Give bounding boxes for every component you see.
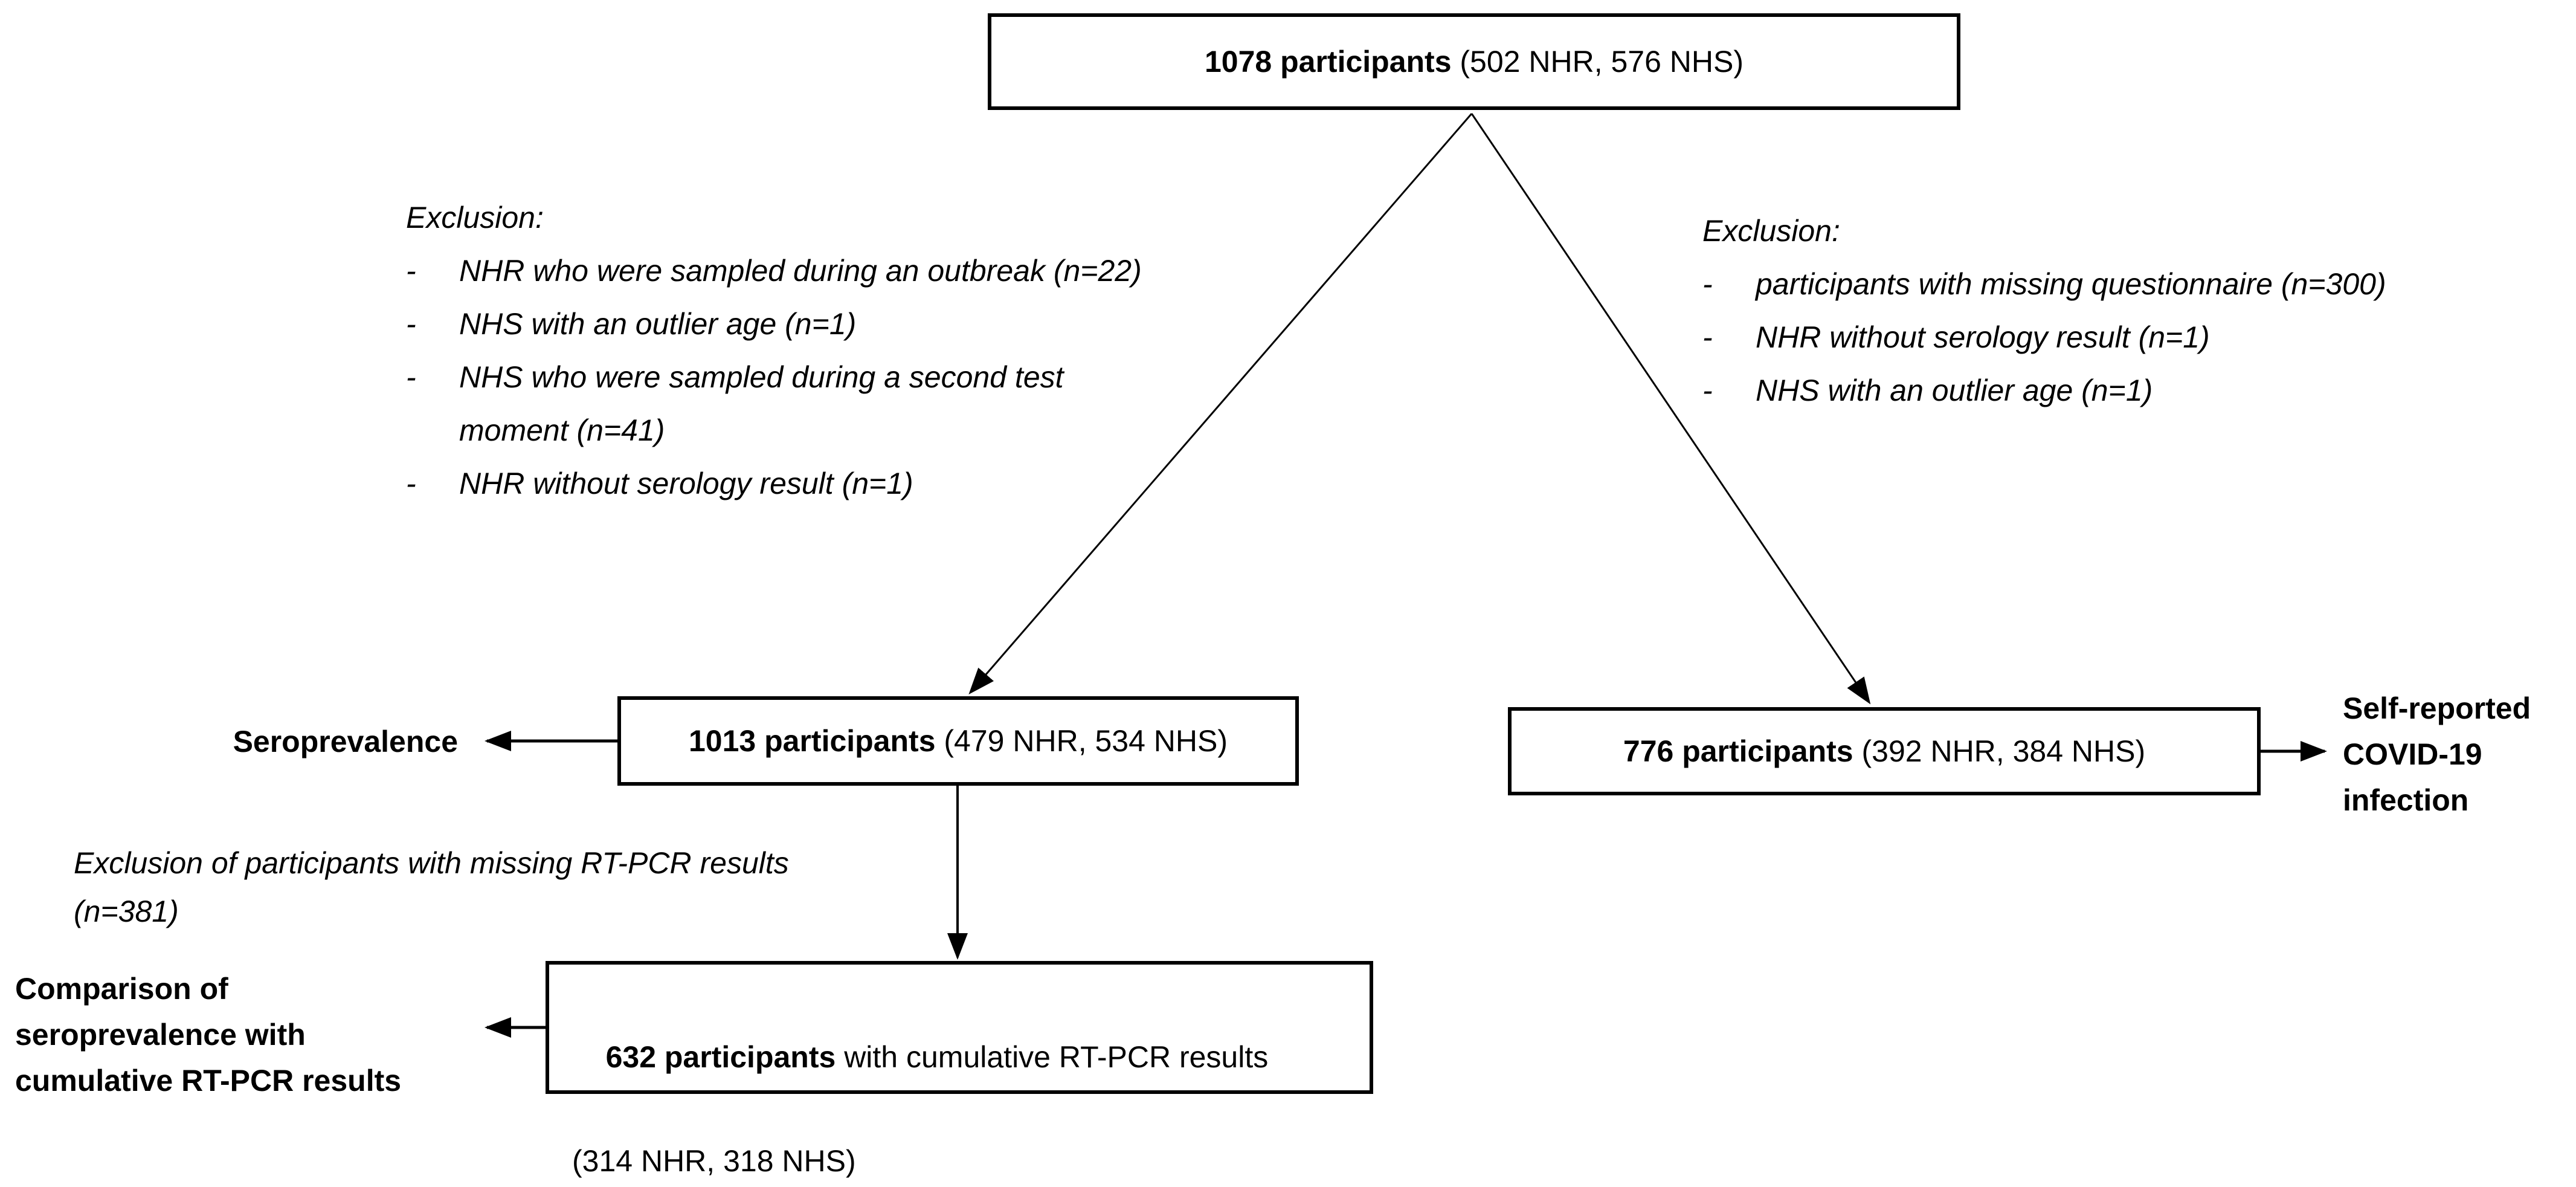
- exclusion-left-item: - NHR who were sampled during an outbrea…: [406, 244, 1324, 297]
- exclusion-right-item-text: participants with missing questionnaire …: [1756, 267, 2386, 301]
- bullet-dash: -: [1702, 267, 1713, 301]
- exclusion-left-item-text: NHS who were sampled during a second tes…: [459, 360, 1064, 394]
- bullet-dash: -: [406, 467, 416, 500]
- box-seroprevalence-count: 1013 participants: [688, 724, 936, 758]
- box-total-participants-count: 1078 participants: [1204, 45, 1452, 79]
- exclusion-right-item: - participants with missing questionnair…: [1702, 257, 2576, 311]
- flow-diagram-page: { "top_box": { "bold": "1078 participant…: [15, 13, 2576, 1178]
- box-seroprevalence-detail: (479 NHR, 534 NHS): [935, 724, 1228, 758]
- box-survey-count: 776 participants: [1623, 734, 1853, 768]
- exclusion-list-right: Exclusion: - participants with missing q…: [1702, 204, 2576, 417]
- label-self-reported-line: infection: [2343, 783, 2469, 817]
- label-self-reported-line: COVID-19: [2343, 737, 2482, 771]
- box-total-participants: 1078 participants (502 NHR, 576 NHS): [988, 13, 1960, 110]
- box-pcr-count: 632 participants: [605, 1040, 836, 1074]
- bullet-dash: -: [406, 307, 416, 341]
- exclusion-right-item-text: NHR without serology result (n=1): [1756, 320, 2210, 354]
- box-pcr-detail: with cumulative RT-PCR results: [836, 1040, 1269, 1074]
- exclusion-left-item-text: moment (n=41): [459, 413, 665, 447]
- note-rtpcr-exclusion: Exclusion of participants with missing R…: [74, 839, 992, 936]
- label-comparison-line: Comparison of: [15, 972, 228, 1006]
- box-total-participants-detail: (502 NHR, 576 NHS): [1451, 45, 1744, 79]
- bullet-dash: -: [406, 254, 416, 288]
- label-self-reported-covid19-infection: Self-reported COVID-19 infection: [2343, 685, 2576, 823]
- exclusion-right-heading: Exclusion:: [1702, 214, 1840, 248]
- box-seroprevalence-participants: 1013 participants (479 NHR, 534 NHS): [617, 696, 1299, 786]
- exclusion-left-item: - NHS with an outlier age (n=1): [406, 297, 1324, 351]
- note-rtpcr-exclusion-line: Exclusion of participants with missing R…: [74, 846, 789, 880]
- exclusion-left-item-text: NHR without serology result (n=1): [459, 467, 913, 500]
- exclusion-right-item-text: NHS with an outlier age (n=1): [1756, 374, 2153, 407]
- label-comparison-seroprevalence-pcr: Comparison of seroprevalence with cumula…: [15, 966, 486, 1104]
- exclusion-left-item-text: NHS with an outlier age (n=1): [459, 307, 857, 341]
- note-rtpcr-exclusion-line: (n=381): [74, 894, 179, 928]
- bullet-dash: -: [406, 360, 416, 394]
- flow-connectors: [485, 113, 2327, 1038]
- exclusion-list-left: Exclusion: - NHR who were sampled during…: [406, 191, 1324, 510]
- label-comparison-line: cumulative RT-PCR results: [15, 1064, 402, 1098]
- label-comparison-line: seroprevalence with: [15, 1018, 306, 1052]
- exclusion-left-item-text: NHR who were sampled during an outbreak …: [459, 254, 1142, 288]
- box-survey-detail: (392 NHR, 384 NHS): [1853, 734, 2146, 768]
- exclusion-right-item: - NHS with an outlier age (n=1): [1702, 364, 2576, 417]
- exclusion-left-item: - NHS who were sampled during a second t…: [406, 351, 1324, 457]
- bullet-dash: -: [1702, 320, 1713, 354]
- box-pcr-breakdown: (314 NHR, 318 NHS): [572, 1144, 856, 1178]
- box-survey-participants: 776 participants (392 NHR, 384 NHS): [1508, 707, 2261, 795]
- exclusion-right-item: - NHR without serology result (n=1): [1702, 311, 2576, 364]
- label-seroprevalence: Seroprevalence: [233, 725, 458, 758]
- box-pcr-participants: 632 participants with cumulative RT-PCR …: [546, 961, 1373, 1178]
- exclusion-left-heading: Exclusion:: [406, 201, 544, 234]
- label-self-reported-line: Self-reported: [2343, 691, 2531, 725]
- bullet-dash: -: [1702, 374, 1713, 407]
- exclusion-left-item: - NHR without serology result (n=1): [406, 457, 1324, 510]
